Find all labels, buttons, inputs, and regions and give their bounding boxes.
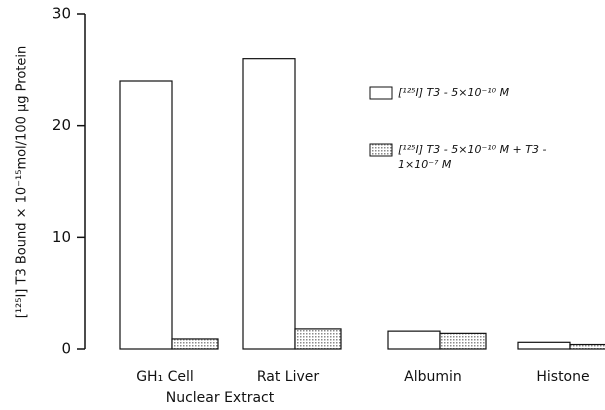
legend-swatch (369, 86, 393, 100)
y-tick-label: 30 (52, 5, 71, 23)
y-tick-label: 10 (52, 228, 71, 246)
y-tick-label: 0 (61, 340, 71, 358)
legend-swatch (369, 143, 393, 157)
legend-label: [¹²⁵I] T3 - 5×10⁻¹⁰ M (398, 86, 510, 99)
x-tick-label: Albumin (404, 369, 462, 385)
x-tick-label: GH₁ Cell (136, 369, 194, 385)
x-tick-label: Rat Liver (257, 369, 320, 385)
bar (242, 58, 296, 350)
x-tick-label: Histone (536, 369, 589, 385)
y-tick-label: 20 (52, 116, 71, 134)
bar (387, 330, 441, 350)
bar (439, 332, 487, 350)
bar (171, 338, 219, 350)
x-axis-label: Nuclear Extract (166, 390, 275, 406)
y-axis-label: [¹²⁵I] T3 Bound × 10⁻¹⁵mol/100 μg Protei… (15, 46, 30, 318)
bar (569, 343, 605, 350)
bar (294, 328, 342, 350)
bar (517, 341, 571, 350)
bar (119, 80, 173, 350)
legend-label: [¹²⁵I] T3 - 5×10⁻¹⁰ M + T3 - 1×10⁻⁷ M (398, 143, 547, 171)
